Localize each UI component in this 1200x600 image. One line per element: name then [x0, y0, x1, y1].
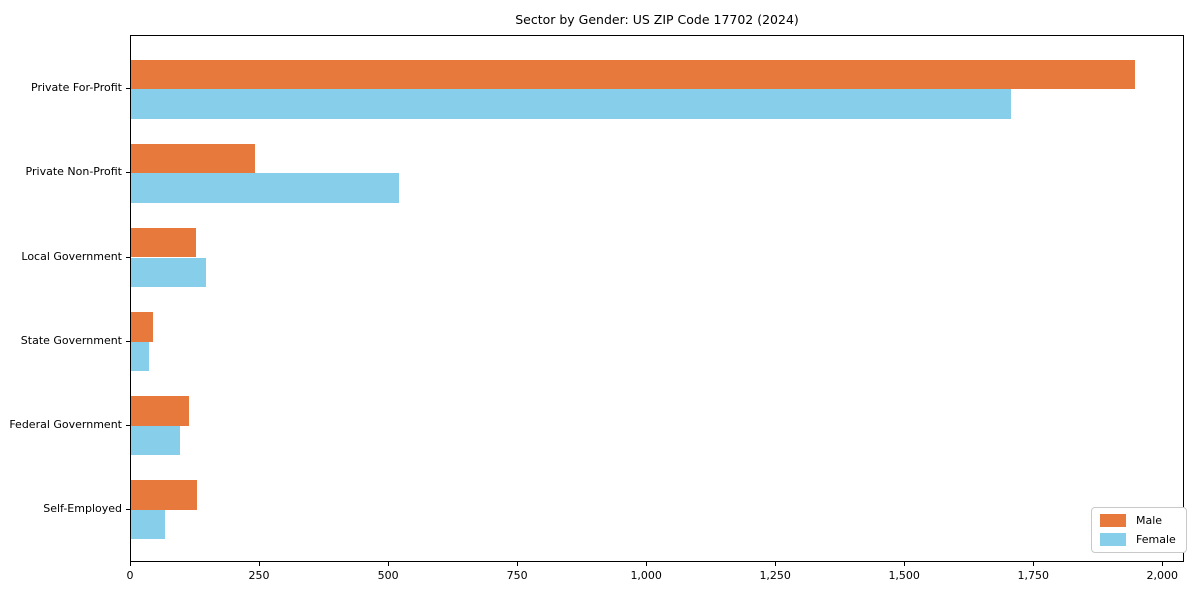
x-tick-mark — [904, 562, 906, 566]
x-tick-mark — [130, 562, 131, 566]
bar-male-local-government — [131, 228, 196, 258]
legend-swatch-female — [1100, 533, 1126, 546]
legend-item-female: Female — [1100, 533, 1176, 546]
x-tick-label-1-000: 1,000 — [630, 569, 662, 582]
y-tick-mark — [126, 508, 130, 510]
bar-male-private-non-profit — [131, 144, 255, 174]
x-tick-mark — [775, 562, 777, 566]
x-tick-mark — [388, 562, 390, 566]
y-tick-mark — [126, 88, 130, 90]
x-tick-mark — [1162, 562, 1164, 566]
y-tick-label-local-government: Local Government — [21, 249, 122, 263]
bar-female-local-government — [131, 257, 206, 287]
legend: Male Female — [1091, 507, 1187, 553]
bar-male-state-government — [131, 312, 154, 342]
x-tick-mark — [1033, 562, 1035, 566]
x-tick-mark — [259, 562, 260, 566]
x-tick-label-1-250: 1,250 — [759, 569, 791, 582]
legend-label-male: Male — [1136, 514, 1163, 527]
x-tick-label-250: 250 — [248, 569, 270, 582]
legend-label-female: Female — [1136, 533, 1176, 546]
bar-female-state-government — [131, 341, 150, 371]
bar-male-private-for-profit — [131, 60, 1135, 90]
x-tick-label-2-000: 2,000 — [1146, 569, 1179, 582]
bar-female-self-employed — [131, 509, 166, 540]
x-tick-label-1-500: 1,500 — [888, 569, 920, 582]
bar-female-private-non-profit — [131, 173, 400, 203]
x-tick-label-0: 0 — [126, 569, 134, 582]
plot-area — [130, 35, 1184, 562]
y-tick-mark — [126, 340, 130, 342]
y-tick-label-private-non-profit: Private Non-Profit — [25, 165, 122, 179]
x-tick-label-1-750: 1,750 — [1017, 569, 1050, 582]
x-tick-label-500: 500 — [377, 569, 399, 582]
y-tick-label-state-government: State Government — [20, 333, 122, 347]
y-tick-mark — [126, 424, 130, 426]
bar-female-federal-government — [131, 425, 180, 455]
chart-title: Sector by Gender: US ZIP Code 17702 (202… — [515, 12, 799, 27]
y-tick-mark — [126, 256, 130, 258]
x-tick-mark — [646, 562, 648, 566]
x-tick-label-750: 750 — [506, 569, 528, 582]
bar-female-private-for-profit — [131, 89, 1012, 119]
legend-item-male: Male — [1100, 514, 1176, 527]
y-tick-label-federal-government: Federal Government — [9, 417, 122, 431]
y-tick-label-private-for-profit: Private For-Profit — [31, 81, 122, 95]
x-tick-mark — [517, 562, 519, 566]
y-tick-label-self-employed: Self-Employed — [43, 501, 122, 515]
bar-male-self-employed — [131, 480, 197, 510]
legend-swatch-male — [1100, 514, 1126, 527]
bar-male-federal-government — [131, 396, 190, 426]
y-tick-mark — [126, 172, 130, 174]
